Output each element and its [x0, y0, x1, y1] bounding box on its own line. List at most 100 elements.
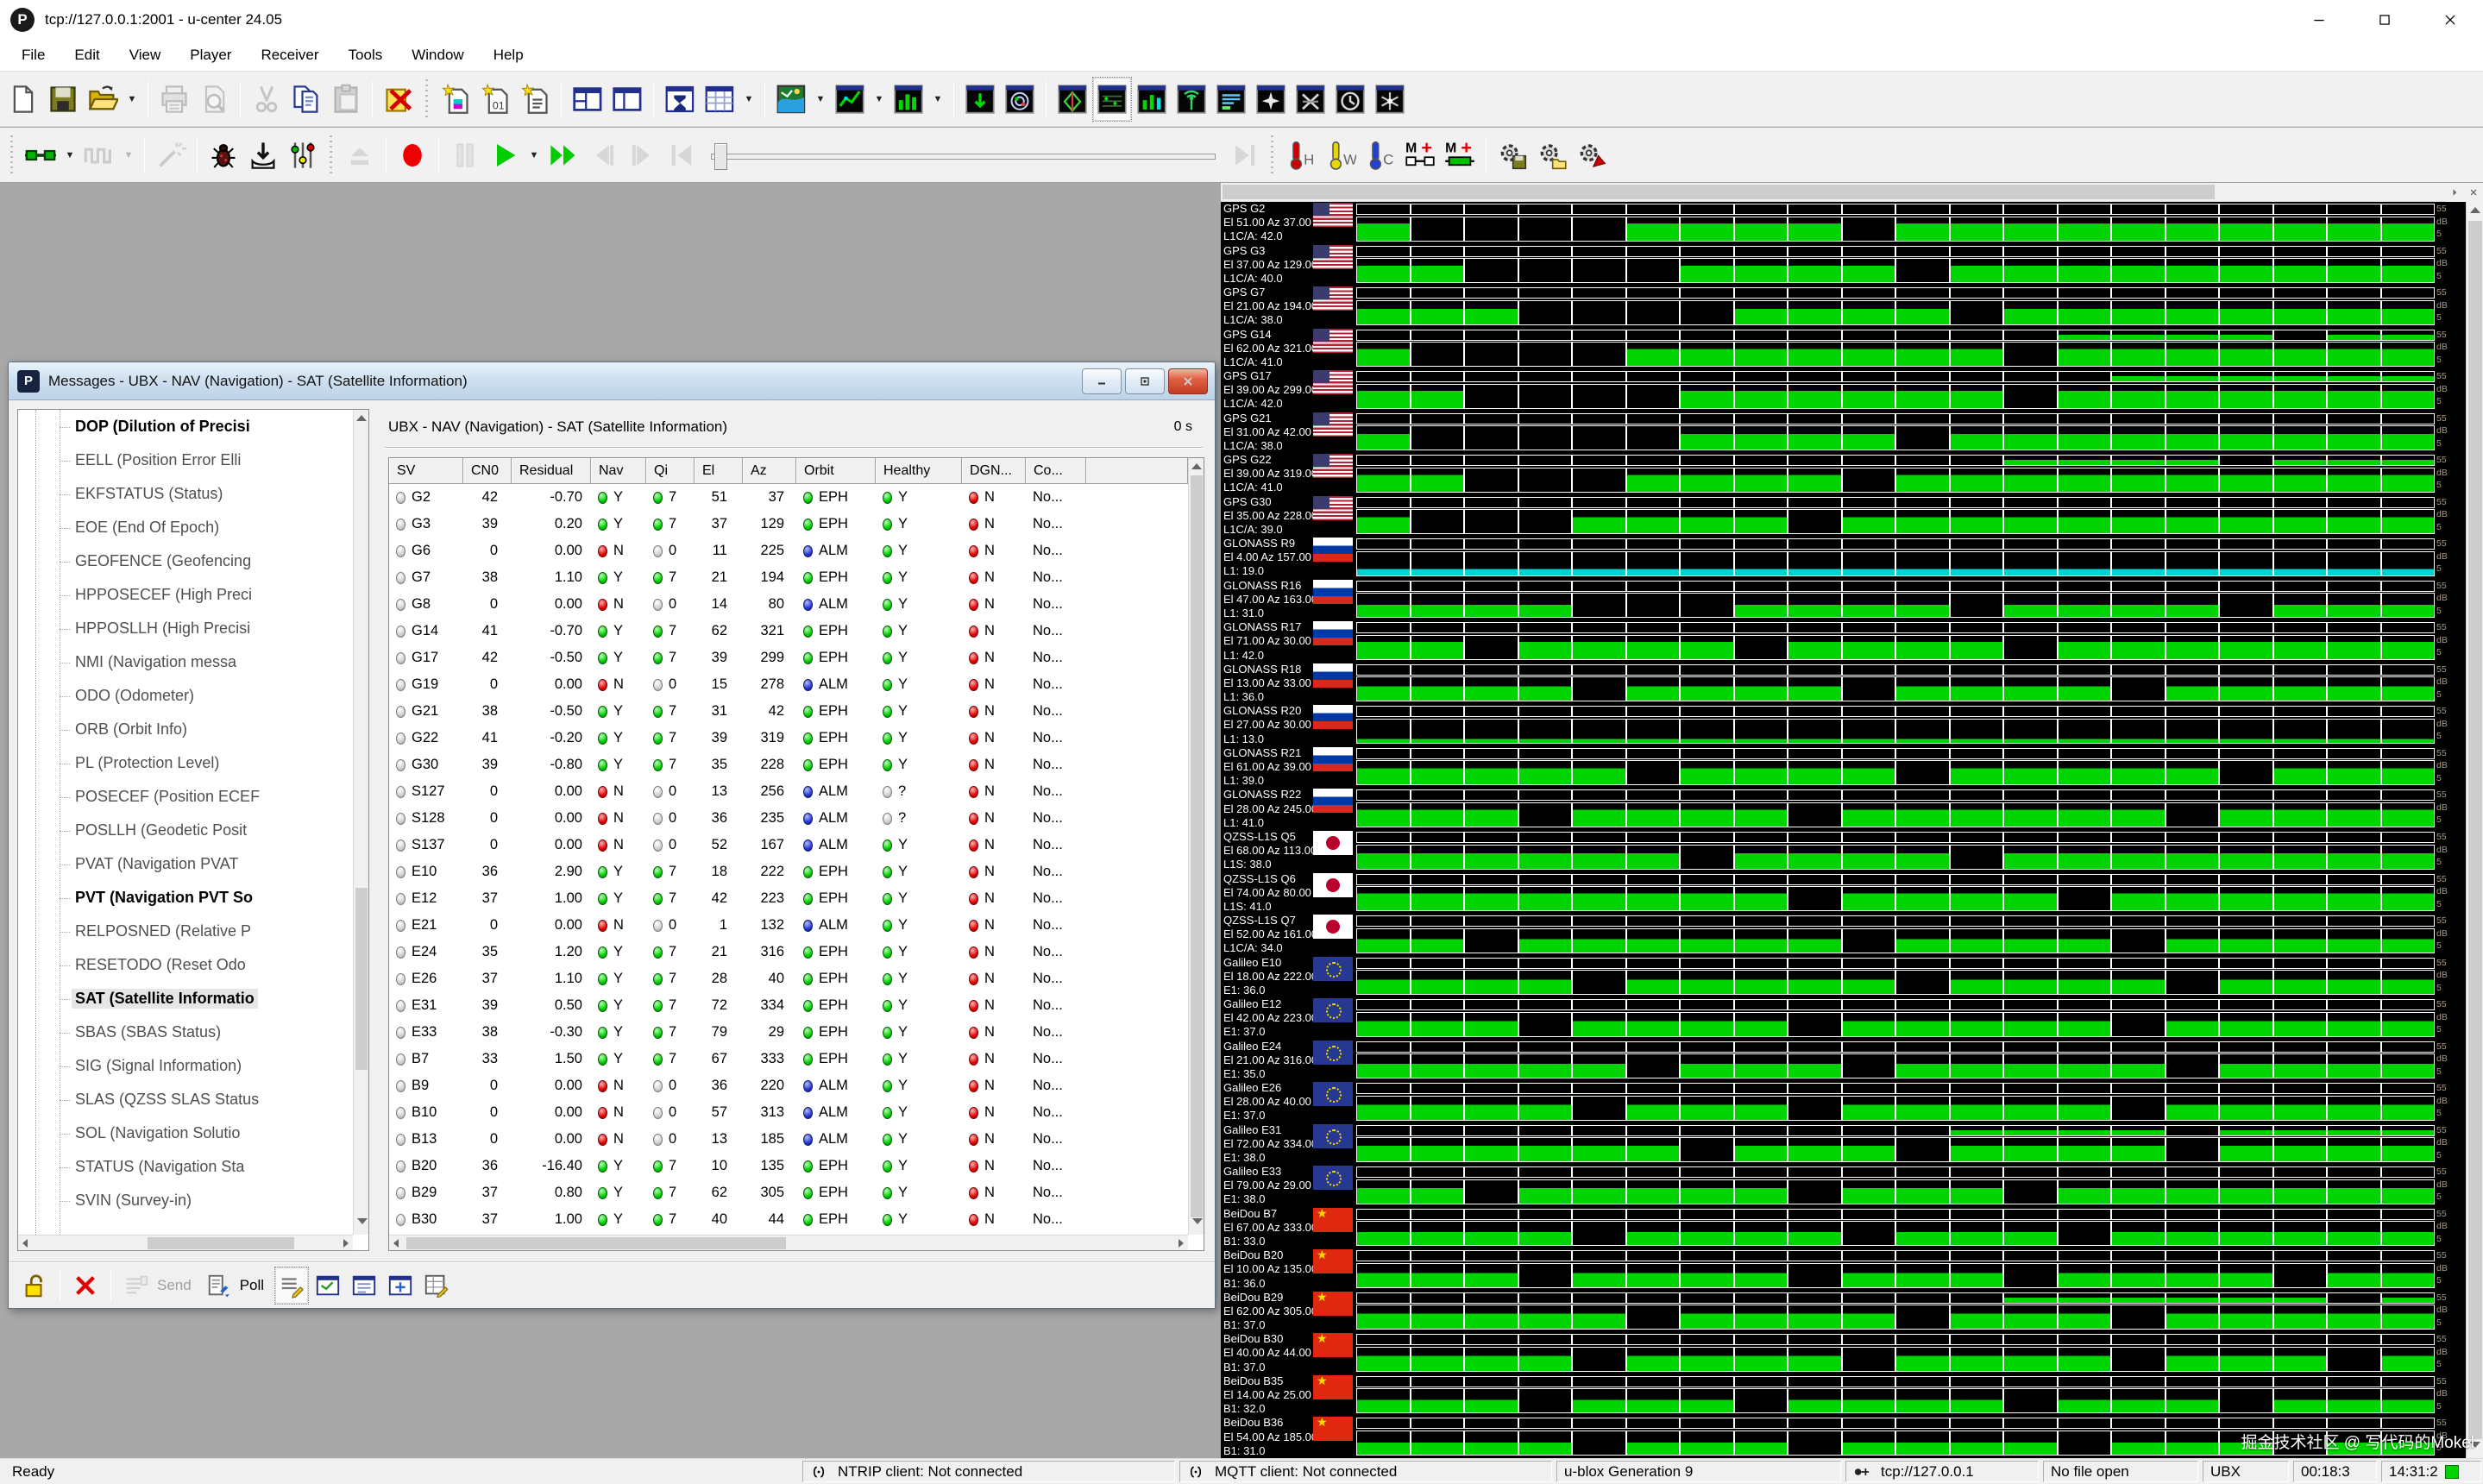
- table-row[interactable]: E21 0 0.00 N 0 1 132 ALM Y N No...: [389, 912, 1188, 939]
- table-row[interactable]: G2 42 -0.70 Y 7 51 37 EPH Y N No...: [389, 484, 1188, 511]
- toolbar-button-deviation-map[interactable]: [960, 77, 1000, 122]
- toolbar-button-clock-view[interactable]: [1330, 77, 1370, 122]
- toolbar-button-config-reset[interactable]: [1572, 133, 1612, 178]
- toolbar-button-split-left[interactable]: [568, 77, 607, 122]
- toolbar-dropdown-waveform[interactable]: ▼: [123, 149, 134, 160]
- toolbar-dropdown-open-folder[interactable]: ▼: [127, 93, 137, 104]
- toolbar-button-packet-console[interactable]: [1053, 77, 1092, 122]
- toolbar-button-clear-delete[interactable]: [379, 77, 418, 122]
- table-row[interactable]: S128 0 0.00 N 0 36 235 ALM? N No...: [389, 805, 1188, 832]
- tree-scroll-up-icon[interactable]: [355, 415, 367, 421]
- toolbar-button-padlock[interactable]: [17, 1267, 52, 1305]
- tree-item-svin[interactable]: SVIN (Survey-in): [18, 1184, 353, 1217]
- column-header-nav[interactable]: Nav: [591, 458, 646, 484]
- tree-scroll-right-icon[interactable]: [343, 1239, 349, 1248]
- tree-item-slas[interactable]: SLAS (QZSS SLAS Status: [18, 1083, 353, 1116]
- toolbar-button-config-load[interactable]: [1532, 133, 1572, 178]
- tree-item-pvt[interactable]: PVT (Navigation PVT So: [18, 881, 353, 915]
- toolbar-button-connect[interactable]: [21, 133, 60, 178]
- column-header-dgn[interactable]: DGN...: [962, 458, 1026, 484]
- column-header-healthy[interactable]: Healthy: [876, 458, 962, 484]
- chart-vertical-scrollbar[interactable]: [2466, 202, 2483, 1458]
- toolbar-button-tune-sliders[interactable]: [283, 133, 323, 178]
- chart-scroll-up-icon[interactable]: [2469, 207, 2480, 213]
- tree-item-eell[interactable]: EELL (Position Error Elli: [18, 443, 353, 477]
- toolbar-button-hot-start[interactable]: H: [1281, 133, 1321, 178]
- table-row[interactable]: E10 36 2.90 Y 7 18 222 EPH Y N No...: [389, 858, 1188, 885]
- table-row[interactable]: G19 0 0.00 N 0 15 278 ALM Y N No...: [389, 671, 1188, 698]
- chart-vscroll-thumb[interactable]: [2468, 221, 2482, 1439]
- table-row[interactable]: G21 38 -0.50 Y 7 31 42 EPH Y N No...: [389, 698, 1188, 725]
- toolbar-button-copy[interactable]: [286, 77, 326, 122]
- table-vscroll-thumb[interactable]: [1191, 475, 1203, 1217]
- toolbar-button-chart-view[interactable]: [830, 77, 870, 122]
- toolbar-button-print-preview[interactable]: [194, 77, 234, 122]
- toolbar-button-new-doc[interactable]: [3, 77, 43, 122]
- tree-item-dop[interactable]: DOP (Dilution of Precisi: [18, 410, 353, 443]
- toolbar-button-clear-x[interactable]: [68, 1267, 103, 1305]
- toolbar-dropdown-chart-view[interactable]: ▼: [874, 93, 884, 104]
- menu-item-player[interactable]: Player: [190, 47, 232, 63]
- toolbar-button-poll[interactable]: [202, 1267, 236, 1305]
- toolbar-dropdown-map-view[interactable]: ▼: [815, 93, 826, 104]
- menu-item-receiver[interactable]: Receiver: [261, 47, 319, 63]
- toolbar-button-split-right[interactable]: [607, 77, 647, 122]
- table-row[interactable]: E12 37 1.00 Y 7 42 223 EPH Y N No...: [389, 885, 1188, 912]
- column-header-co[interactable]: Co...: [1026, 458, 1086, 484]
- toolbar-button-paste[interactable]: [326, 77, 366, 122]
- table-row[interactable]: B29 37 0.80 Y 7 62 305 EPH Y N No...: [389, 1179, 1188, 1206]
- toolbar-button-new-binary-view[interactable]: 01: [475, 77, 515, 122]
- toolbar-button-msg-window-c[interactable]: [383, 1267, 418, 1305]
- toolbar-button-xy-view[interactable]: [1291, 77, 1330, 122]
- table-row[interactable]: S127 0 0.00 N 0 13 256 ALM? N No...: [389, 778, 1188, 805]
- chart-close-icon[interactable]: [2464, 183, 2483, 202]
- menu-item-edit[interactable]: Edit: [74, 47, 100, 63]
- table-row[interactable]: G7 38 1.10 Y 7 21 194 EPH Y N No...: [389, 564, 1188, 591]
- tree-item-odo[interactable]: ODO (Odometer): [18, 679, 353, 713]
- table-horizontal-scrollbar[interactable]: [389, 1235, 1188, 1250]
- menu-item-file[interactable]: File: [22, 47, 46, 63]
- app-close-button[interactable]: [2417, 0, 2483, 40]
- messages-maximize-button[interactable]: [1125, 368, 1165, 394]
- tree-item-posecef[interactable]: POSECEF (Position ECEF: [18, 780, 353, 814]
- table-row[interactable]: G6 0 0.00 N 0 11 225 ALM Y N No...: [389, 538, 1188, 564]
- tree-item-status[interactable]: STATUS (Navigation Sta: [18, 1150, 353, 1184]
- toolbar-button-antenna-view[interactable]: [1172, 77, 1211, 122]
- tree-item-hpposecef[interactable]: HPPOSECEF (High Preci: [18, 578, 353, 612]
- table-row[interactable]: E26 37 1.10 Y 7 28 40 EPH Y N No...: [389, 965, 1188, 992]
- table-row[interactable]: E24 35 1.20 Y 7 21 316 EPH Y N No...: [389, 939, 1188, 965]
- toolbar-button-skip-end[interactable]: [1224, 133, 1264, 178]
- table-row[interactable]: G14 41 -0.70 Y 7 62 321 EPH Y N No...: [389, 618, 1188, 645]
- table-vertical-scrollbar[interactable]: [1188, 458, 1204, 1235]
- tree-item-resetodo[interactable]: RESETODO (Reset Odo: [18, 948, 353, 982]
- toolbar-button-save[interactable]: [43, 77, 83, 122]
- tree-item-eoe[interactable]: EOE (End Of Epoch): [18, 511, 353, 544]
- toolbar-button-debug-bug[interactable]: [204, 133, 243, 178]
- tree-item-sat[interactable]: SAT (Satellite Informatio: [18, 982, 353, 1016]
- chart-scroll-down-icon[interactable]: [2470, 1442, 2480, 1448]
- table-row[interactable]: G30 39 -0.80 Y 7 35 228 EPH Y N No...: [389, 751, 1188, 778]
- toolbar-button-waveform[interactable]: [79, 133, 119, 178]
- toolbar-button-sky-view[interactable]: [1000, 77, 1040, 122]
- table-row[interactable]: G17 42 -0.50 Y 7 39 299 EPH Y N No...: [389, 645, 1188, 671]
- toolbar-button-histogram-view[interactable]: [889, 77, 928, 122]
- table-scroll-left-icon[interactable]: [393, 1239, 399, 1248]
- toolbar-button-text-console[interactable]: [1211, 77, 1251, 122]
- menu-item-window[interactable]: Window: [412, 47, 464, 63]
- tree-item-relposned[interactable]: RELPOSNED (Relative P: [18, 915, 353, 948]
- column-header-qi[interactable]: Qi: [646, 458, 695, 484]
- toolbar-button-map-view[interactable]: [771, 77, 811, 122]
- toolbar-button-fast-forward[interactable]: [544, 133, 583, 178]
- table-row[interactable]: B9 0 0.00 N 0 36 220 ALM Y N No...: [389, 1072, 1188, 1099]
- toolbar-button-table-view[interactable]: [700, 77, 739, 122]
- tree-item-orb[interactable]: ORB (Orbit Info): [18, 713, 353, 746]
- tree-item-sbas[interactable]: SBAS (SBAS Status): [18, 1016, 353, 1049]
- table-row[interactable]: B30 37 1.00 Y 7 40 44 EPH Y N No...: [389, 1206, 1188, 1233]
- tree-item-sig[interactable]: SIG (Signal Information): [18, 1049, 353, 1083]
- tree-vertical-scrollbar[interactable]: [353, 410, 368, 1235]
- tree-item-sol[interactable]: SOL (Navigation Solutio: [18, 1116, 353, 1150]
- chart-horizontal-scrollbar[interactable]: [1221, 183, 2445, 202]
- messages-close-button[interactable]: [1168, 368, 1208, 394]
- table-hscroll-thumb[interactable]: [406, 1237, 786, 1249]
- table-row[interactable]: G8 0 0.00 N 0 14 80 ALM Y N No...: [389, 591, 1188, 618]
